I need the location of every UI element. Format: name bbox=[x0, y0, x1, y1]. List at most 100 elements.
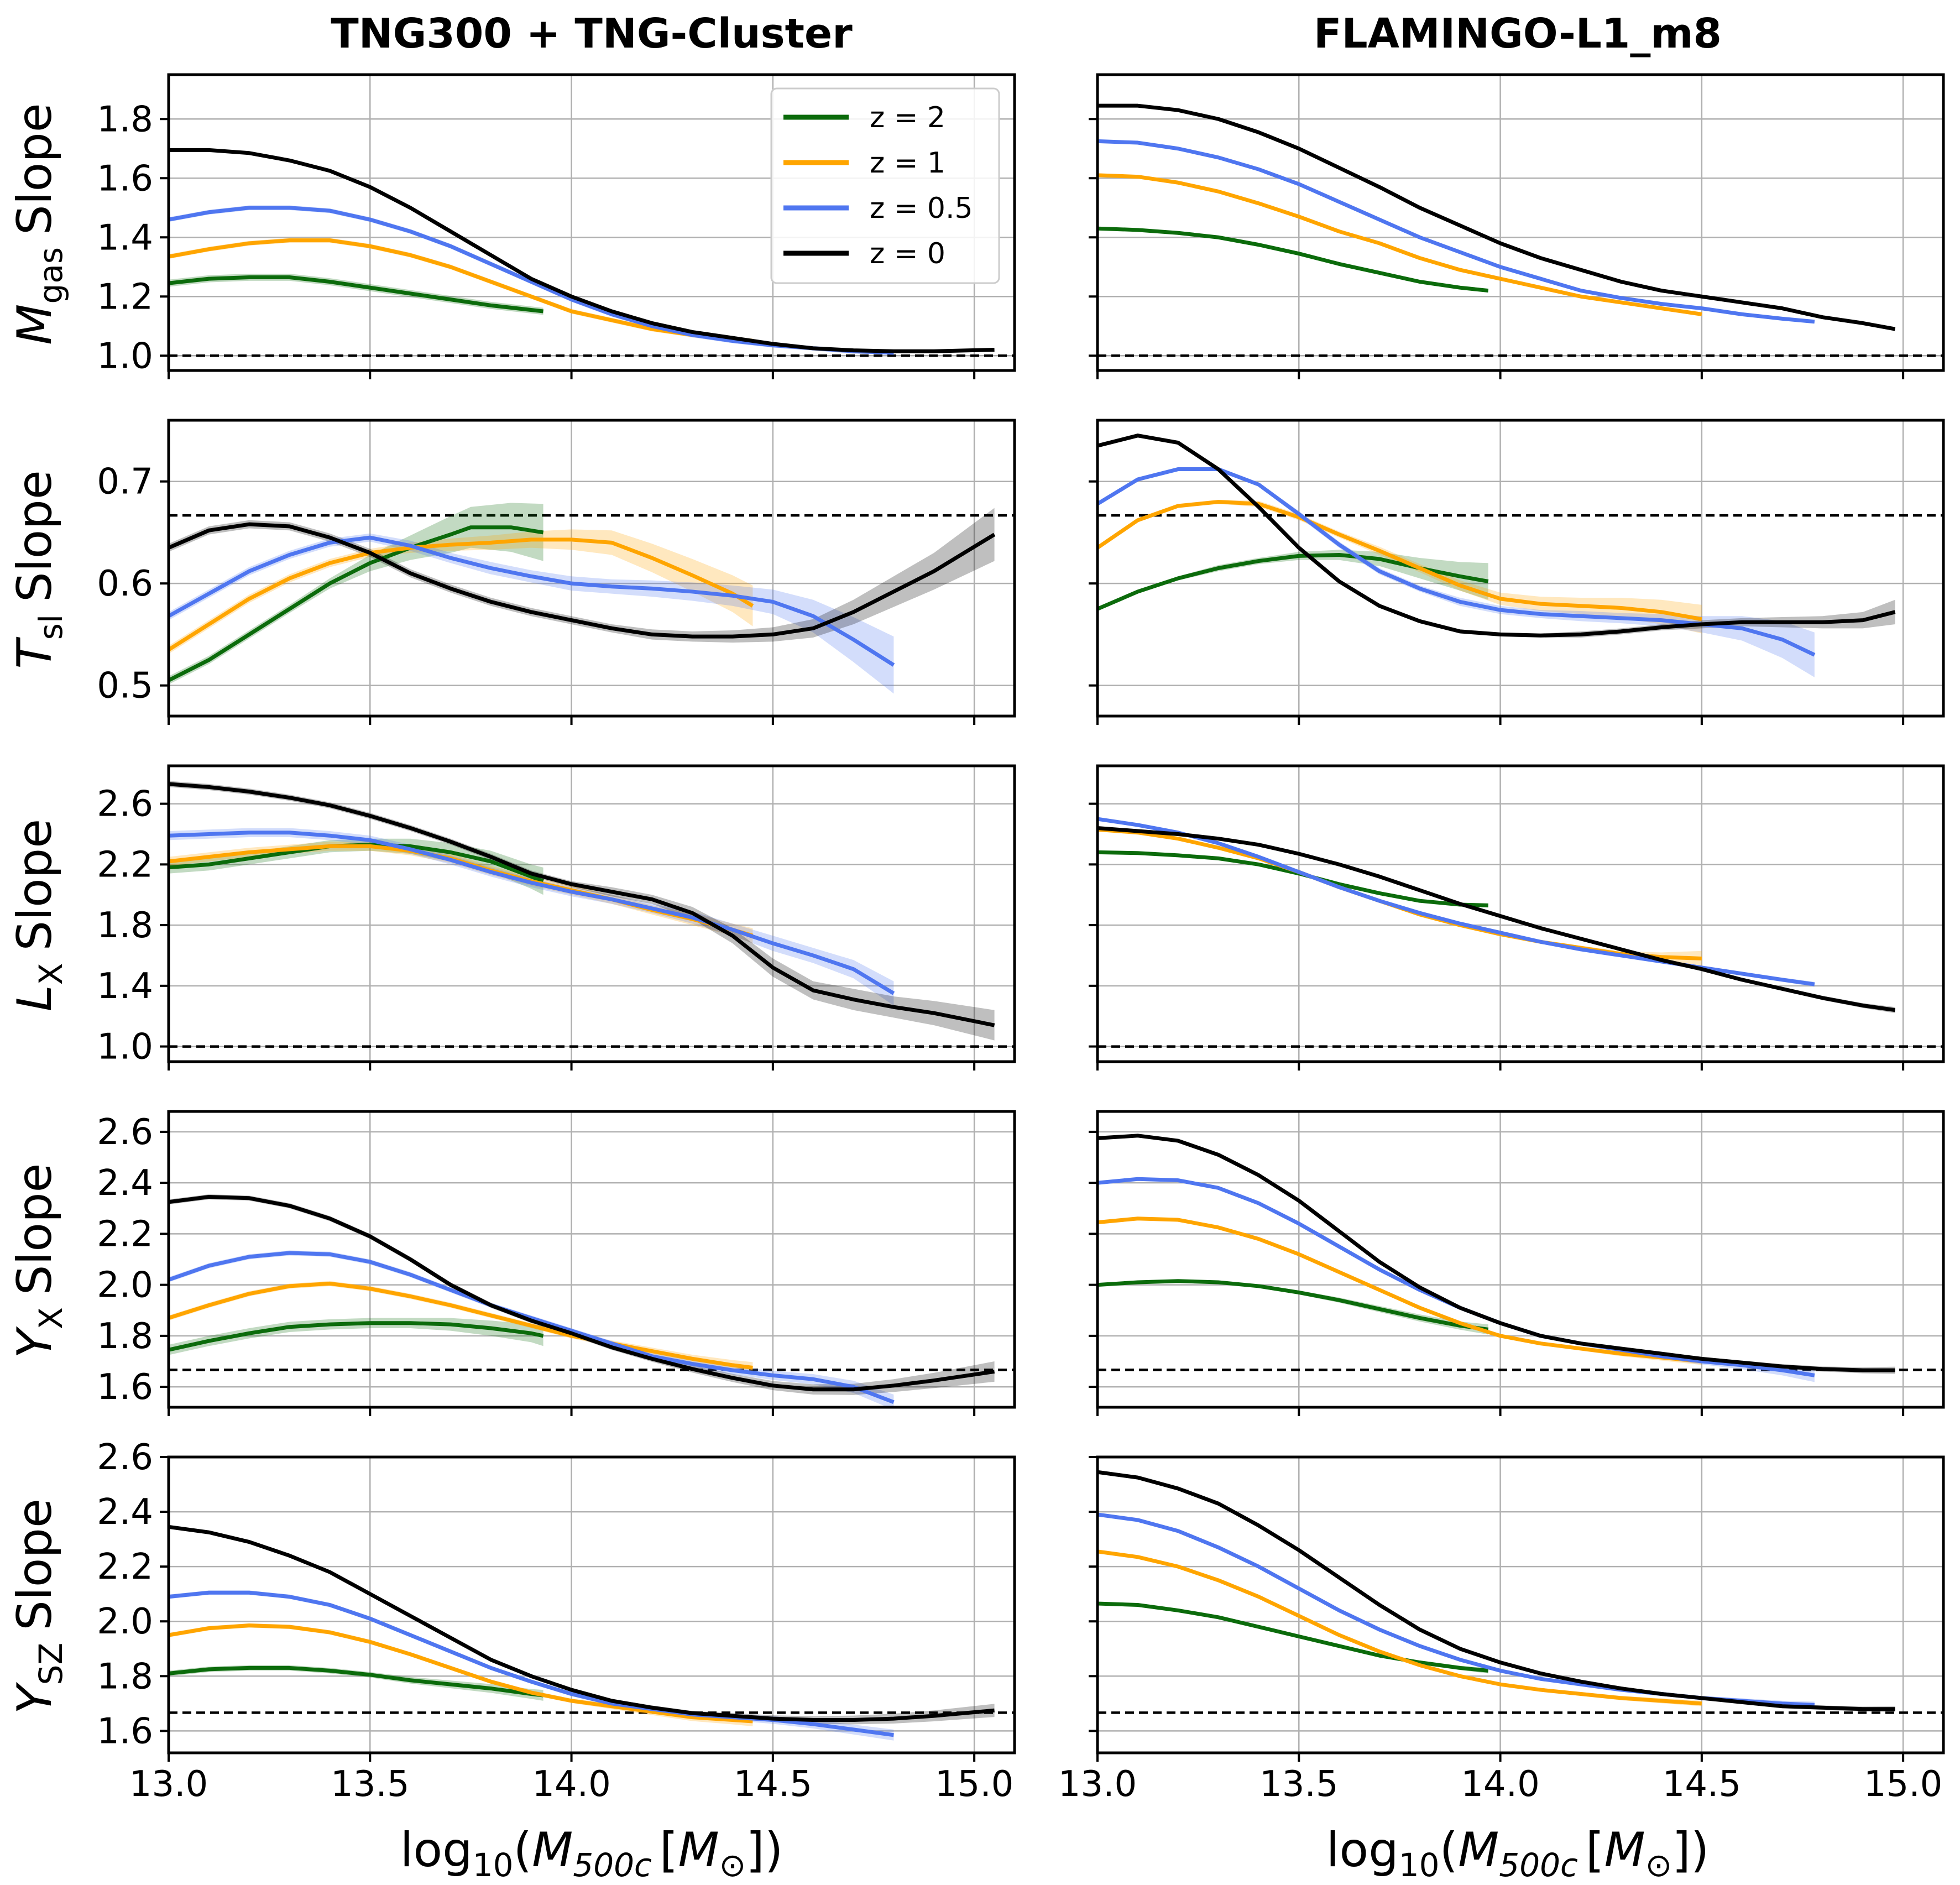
axes-frame bbox=[1096, 73, 1945, 372]
ylabel-rest: Slope bbox=[7, 470, 62, 602]
panel-r4-c0: 13.0 13.5 14.0 14.5 15.0 1.6 1.8 2.0 2.2 2.4 2.6 bbox=[97, 1437, 1016, 1805]
uncertainty-band-z1 bbox=[1097, 499, 1702, 634]
panel-r3-c0: 1.6 1.8 2.0 2.2 2.4 2.6 bbox=[97, 1110, 1016, 1416]
y-tick-label: 2.6 bbox=[97, 784, 153, 825]
row-ylabel-3: YX Slope bbox=[7, 1163, 70, 1359]
y-tick-label: 2.0 bbox=[97, 1601, 153, 1642]
series-line-z2 bbox=[1097, 553, 1489, 611]
y-tick-label: 1.6 bbox=[97, 1711, 153, 1752]
svg-text:YSZSlope: YSZ Slope bbox=[7, 1498, 70, 1714]
axes-frame bbox=[1096, 764, 1945, 1063]
gridlines bbox=[1096, 420, 1943, 716]
panel-r2-c0: 1.0 1.4 1.8 2.2 2.6 bbox=[97, 764, 1016, 1071]
plot-area bbox=[169, 503, 996, 694]
y-tick-label: 0.7 bbox=[97, 462, 153, 503]
legend-label: z = 2 bbox=[870, 101, 945, 134]
x-tick-label: 14.0 bbox=[1461, 1764, 1540, 1805]
y-tick-label: 2.2 bbox=[97, 1547, 153, 1588]
y-tick-label: 0.6 bbox=[97, 563, 153, 604]
column-title-left: TNG300 + TNG-Cluster bbox=[331, 10, 853, 58]
ylabel-rest: Slope bbox=[7, 819, 62, 951]
plot-area bbox=[1097, 817, 1896, 1014]
column-title-right: FLAMINGO-L1_m8 bbox=[1314, 10, 1722, 58]
x-tick-label: 14.5 bbox=[734, 1764, 813, 1805]
row-ylabel-0: Mgas Slope bbox=[7, 103, 70, 344]
plot-area bbox=[169, 781, 995, 1041]
series-line-z0 bbox=[1097, 103, 1896, 331]
ylabel-main: Y bbox=[7, 1682, 62, 1714]
ticks: 13.0 13.5 14.0 14.5 15.0 bbox=[1058, 1456, 1942, 1805]
y-tick-label: 1.2 bbox=[97, 276, 153, 317]
plot-area bbox=[1097, 433, 1896, 677]
y-tick-label: 1.0 bbox=[97, 336, 153, 377]
series-line-z2 bbox=[169, 1321, 544, 1352]
ticks: 1.6 1.8 2.0 2.2 2.4 2.6 bbox=[97, 1112, 976, 1416]
y-tick-label: 2.4 bbox=[97, 1163, 153, 1204]
legend-label: z = 0.5 bbox=[870, 192, 973, 225]
series-line-z0 bbox=[169, 782, 995, 1027]
row-ylabel-4: YSZ Slope bbox=[7, 1498, 70, 1714]
ticks bbox=[1089, 802, 1905, 1071]
panel-r0-c1 bbox=[1089, 73, 1945, 379]
x-tick-label: 13.0 bbox=[129, 1764, 208, 1805]
series-line-z0 bbox=[169, 148, 995, 353]
series-line-z0 bbox=[169, 522, 996, 639]
ylabel-main: M bbox=[7, 304, 62, 344]
series-line-z1 bbox=[1097, 1549, 1702, 1706]
uncertainty-band-z0 bbox=[169, 508, 995, 643]
ticks: 0.5 0.6 0.7 bbox=[97, 462, 976, 725]
series-line-z1 bbox=[169, 238, 753, 343]
plot-area bbox=[1097, 103, 1896, 331]
series-line-z1 bbox=[169, 1623, 753, 1724]
y-tick-label: 2.6 bbox=[97, 1112, 153, 1153]
axes-frame bbox=[167, 1455, 1016, 1755]
x-tick-label: 15.0 bbox=[935, 1764, 1014, 1805]
ylabel-main: T bbox=[7, 636, 62, 669]
uncertainty-band-z2 bbox=[1097, 550, 1488, 611]
uncertainty-band-z2 bbox=[169, 1318, 543, 1355]
legend-label: z = 0 bbox=[870, 237, 945, 270]
ylabel-main: L bbox=[7, 985, 62, 1011]
series-line-z0 bbox=[1097, 826, 1896, 1012]
ylabel-rest: Slope bbox=[7, 103, 62, 235]
plot-area bbox=[1097, 1470, 1895, 1712]
y-tick-label: 2.2 bbox=[97, 844, 153, 885]
panel-r1-c1 bbox=[1089, 419, 1945, 725]
series-line-z1 bbox=[1097, 500, 1702, 622]
ylabel-sub: gas bbox=[32, 247, 70, 304]
axes-frame bbox=[167, 419, 1016, 718]
plot-area bbox=[169, 148, 995, 356]
ylabel-sub: X bbox=[32, 1307, 70, 1329]
svg-text:MgasSlope: Mgas Slope bbox=[7, 103, 70, 344]
y-tick-label: 2.6 bbox=[97, 1437, 153, 1478]
y-tick-label: 1.8 bbox=[97, 1656, 153, 1697]
ylabel-sub: SZ bbox=[32, 1643, 70, 1685]
ticks: 13.0 13.5 14.0 14.5 15.0 1.6 1.8 2.0 2.2 2.4 2.6 bbox=[97, 1437, 1013, 1805]
ylabel-sub: sl bbox=[32, 614, 70, 640]
series-line-z2 bbox=[169, 1665, 543, 1698]
x-tick-label: 14.5 bbox=[1663, 1764, 1742, 1805]
x-tick-label: 14.0 bbox=[532, 1764, 611, 1805]
axes-frame bbox=[1096, 419, 1945, 718]
series-line-z2 bbox=[169, 275, 543, 314]
axes-frame bbox=[167, 764, 1016, 1063]
legend: z = 2 z = 1 z = 0.5 z = 0 bbox=[770, 87, 1000, 284]
panel-r4-c1: 13.0 13.5 14.0 14.5 15.0 bbox=[1058, 1455, 1945, 1805]
uncertainty-band-z2 bbox=[169, 503, 543, 685]
axes-frame bbox=[167, 1110, 1016, 1409]
ylabel-rest: Slope bbox=[7, 1498, 62, 1631]
uncertainty-band-z1 bbox=[169, 238, 753, 343]
ticks bbox=[1089, 118, 1905, 379]
x-tick-label: 13.0 bbox=[1058, 1764, 1137, 1805]
series-line-z0 bbox=[1097, 1470, 1895, 1711]
series-line-z0p5 bbox=[169, 535, 895, 667]
series-line-z1 bbox=[169, 1281, 753, 1370]
uncertainty-band-z0 bbox=[1097, 433, 1895, 638]
y-tick-label: 2.4 bbox=[97, 1492, 153, 1533]
series-line-z0p5 bbox=[169, 1251, 895, 1404]
legend-box bbox=[770, 87, 1000, 284]
panel-r2-c1 bbox=[1089, 764, 1945, 1071]
series-line-z2 bbox=[1097, 1279, 1489, 1331]
series-line-z2 bbox=[169, 525, 544, 682]
series-line-z1 bbox=[1097, 1216, 1702, 1364]
